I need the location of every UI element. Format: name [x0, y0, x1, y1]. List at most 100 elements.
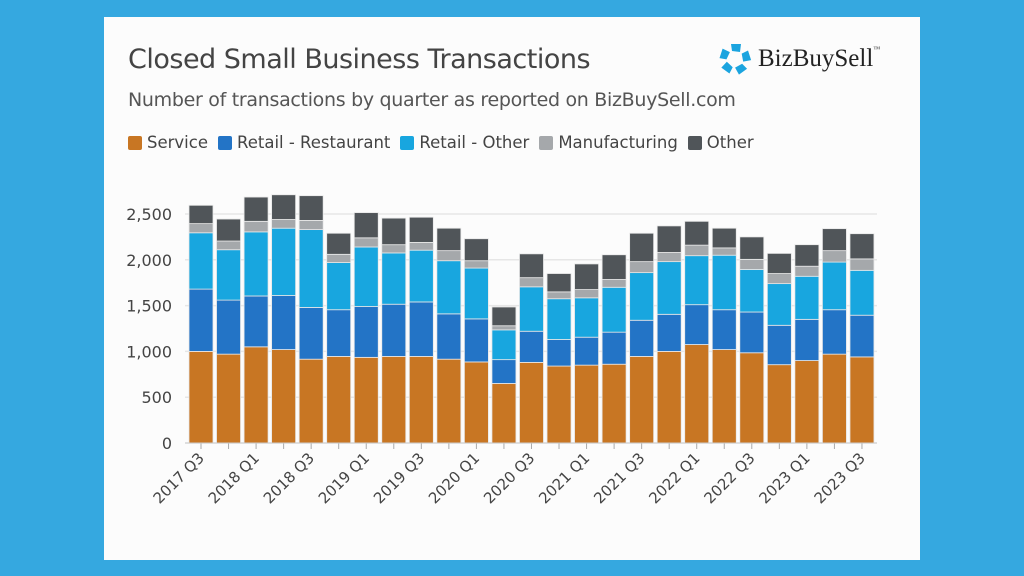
bar-segment-other — [766, 252, 792, 274]
bar-segment-retail-restaurant — [546, 339, 572, 367]
bar-segment-manufacturing — [546, 291, 572, 300]
bar-segment-service — [766, 364, 792, 444]
bar-segment-retail-restaurant — [271, 295, 297, 350]
y-tick-label: 500 — [141, 388, 172, 407]
bar-segment-other — [326, 232, 352, 255]
x-tick-label: 2018 Q1 — [205, 449, 263, 507]
legend-swatch — [400, 135, 415, 150]
legend-item-other[interactable]: Other — [687, 133, 754, 152]
bar-segment-service — [629, 356, 655, 444]
logo-pinwheel-icon — [719, 44, 752, 75]
bar-segment-retail-other — [546, 298, 572, 340]
bar-segment-manufacturing — [739, 258, 765, 270]
bar-segment-service — [684, 344, 710, 444]
bar-segment-retail-restaurant — [684, 304, 710, 345]
bar-segment-retail-other — [794, 275, 820, 320]
bar-segment-service — [463, 361, 489, 444]
bar-segment-retail-other — [491, 329, 517, 361]
bar-segment-manufacturing — [766, 273, 792, 285]
bar-segment-service — [216, 353, 241, 444]
bar-segment-service — [243, 346, 269, 444]
bar-segment-service — [271, 349, 297, 444]
bar-segment-other — [188, 204, 214, 225]
bar-segment-manufacturing — [684, 244, 710, 257]
chart-title: Closed Small Business Transactions — [128, 44, 591, 75]
bar-segment-other — [794, 244, 820, 267]
bar-segment-retail-restaurant — [849, 314, 875, 358]
bar-segment-other — [656, 225, 682, 253]
bar-segment-retail-restaurant — [491, 359, 517, 384]
bar-segment-retail-restaurant — [601, 331, 627, 365]
bizbuysell-logo: BizBuySell™ — [718, 42, 880, 76]
bar-segment-retail-restaurant — [436, 313, 462, 360]
y-tick-label: 1,500 — [126, 297, 172, 316]
bar-segment-manufacturing — [711, 247, 737, 256]
bar-segment-retail-restaurant — [574, 336, 599, 366]
bar-segment-retail-restaurant — [656, 313, 682, 352]
bar-segment-other — [601, 254, 627, 280]
x-tick-label: 2021 Q1 — [535, 449, 593, 507]
bar-segment-manufacturing — [519, 277, 544, 288]
legend-label: Other — [706, 133, 754, 152]
bar-segment-other — [463, 238, 489, 262]
bar-segment-manufacturing — [298, 220, 324, 230]
y-tick-label: 2,000 — [126, 251, 172, 270]
bar-segment-manufacturing — [216, 240, 241, 251]
bar-segment-other — [629, 232, 655, 263]
bar-segment-other — [546, 273, 572, 293]
x-tick-label: 2020 Q3 — [480, 449, 538, 507]
bar-segment-service — [408, 356, 434, 444]
bar-segment-retail-other — [463, 267, 489, 320]
bar-segment-manufacturing — [326, 253, 352, 263]
legend-swatch — [217, 135, 232, 150]
bar-segment-manufacturing — [794, 265, 820, 277]
bar-segment-service — [188, 350, 214, 444]
legend-item-retail-restaurant[interactable]: Retail - Restaurant — [217, 133, 390, 152]
bar-segment-retail-other — [684, 255, 710, 306]
bar-segment-service — [381, 356, 407, 444]
bar-segment-other — [298, 195, 324, 221]
bar-segment-service — [436, 358, 462, 444]
legend-label: Retail - Other — [419, 133, 530, 152]
y-tick-label: 1,000 — [126, 342, 172, 361]
bar-segment-retail-restaurant — [629, 319, 655, 357]
x-tick-label: 2021 Q3 — [590, 449, 648, 507]
bar-segment-retail-restaurant — [766, 324, 792, 366]
legend-item-retail-other[interactable]: Retail - Other — [400, 133, 529, 152]
bar-segment-service — [574, 364, 599, 444]
x-tick-label: 2019 Q3 — [370, 449, 428, 507]
bar-segment-service — [794, 360, 820, 444]
bar-segment-manufacturing — [436, 250, 462, 262]
bar-segment-service — [849, 356, 875, 444]
bar-segment-retail-other — [519, 286, 544, 332]
bar-segment-retail-restaurant — [794, 318, 820, 361]
bar-segment-retail-other — [739, 269, 765, 313]
bar-segment-other — [574, 263, 599, 290]
bar-segment-service — [491, 383, 517, 444]
bar-segment-retail-restaurant — [216, 299, 241, 355]
bar-segment-manufacturing — [849, 258, 875, 271]
bar-segment-retail-restaurant — [408, 301, 434, 357]
y-tick-label: 0 — [162, 434, 172, 453]
bar-segment-service — [298, 358, 324, 444]
bar-segment-manufacturing — [408, 241, 434, 251]
legend-item-manufacturing[interactable]: Manufacturing — [539, 133, 678, 152]
bar-segment-retail-other — [298, 229, 324, 308]
bar-segment-other — [353, 212, 379, 239]
bar-segment-manufacturing — [463, 260, 489, 269]
bar-segment-service — [601, 363, 627, 444]
bar-segment-retail-other — [353, 246, 379, 307]
bar-segment-other — [271, 194, 297, 220]
x-tick-label: 2020 Q1 — [425, 449, 483, 507]
bar-segment-other — [243, 196, 269, 222]
legend-item-service[interactable]: Service — [128, 133, 208, 152]
bar-segment-retail-other — [436, 260, 462, 315]
bar-segment-retail-other — [849, 269, 875, 316]
bar-segment-service — [546, 365, 572, 444]
bar-segment-retail-restaurant — [188, 288, 214, 352]
bar-segment-retail-other — [711, 254, 737, 311]
bar-segment-retail-other — [188, 232, 214, 290]
bar-segment-service — [739, 352, 765, 444]
bar-segment-other — [519, 253, 544, 279]
